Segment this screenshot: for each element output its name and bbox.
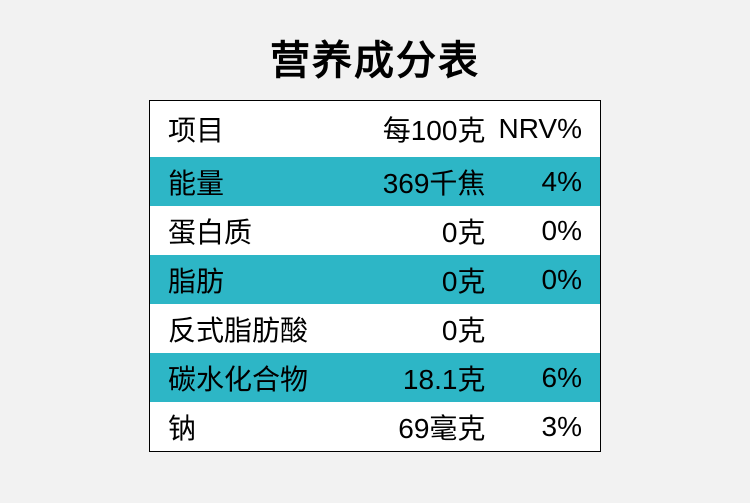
col-header-nrv: NRV%: [495, 113, 600, 145]
nutrition-table: 项目 每100克 NRV% 能量369千焦4%蛋白质0克0%脂肪0克0%反式脂肪…: [149, 100, 601, 452]
cell-item: 钠: [150, 407, 344, 447]
cell-per100: 369千焦: [344, 162, 495, 202]
cell-item: 脂肪: [150, 260, 344, 300]
cell-per100: 18.1克: [344, 358, 495, 398]
table-row: 蛋白质0克0%: [150, 206, 600, 255]
cell-nrv: 3%: [495, 411, 600, 443]
table-row: 碳水化合物18.1克6%: [150, 353, 600, 402]
cell-per100: 0克: [344, 211, 495, 251]
cell-item: 反式脂肪酸: [150, 309, 344, 349]
table-body: 能量369千焦4%蛋白质0克0%脂肪0克0%反式脂肪酸0克碳水化合物18.1克6…: [150, 157, 600, 451]
cell-per100: 69毫克: [344, 407, 495, 447]
cell-item: 能量: [150, 162, 344, 202]
col-header-item: 项目: [150, 109, 344, 149]
table-header-row: 项目 每100克 NRV%: [150, 101, 600, 157]
cell-item: 碳水化合物: [150, 358, 344, 398]
table-row: 脂肪0克0%: [150, 255, 600, 304]
col-header-per100: 每100克: [344, 109, 495, 149]
cell-nrv: 4%: [495, 166, 600, 198]
cell-nrv: 0%: [495, 215, 600, 247]
cell-nrv: 6%: [495, 362, 600, 394]
cell-per100: 0克: [344, 309, 495, 349]
cell-item: 蛋白质: [150, 211, 344, 251]
table-row: 能量369千焦4%: [150, 157, 600, 206]
table-row: 钠69毫克3%: [150, 402, 600, 451]
cell-per100: 0克: [344, 260, 495, 300]
cell-nrv: 0%: [495, 264, 600, 296]
table-title: 营养成分表: [270, 28, 480, 86]
table-row: 反式脂肪酸0克: [150, 304, 600, 353]
